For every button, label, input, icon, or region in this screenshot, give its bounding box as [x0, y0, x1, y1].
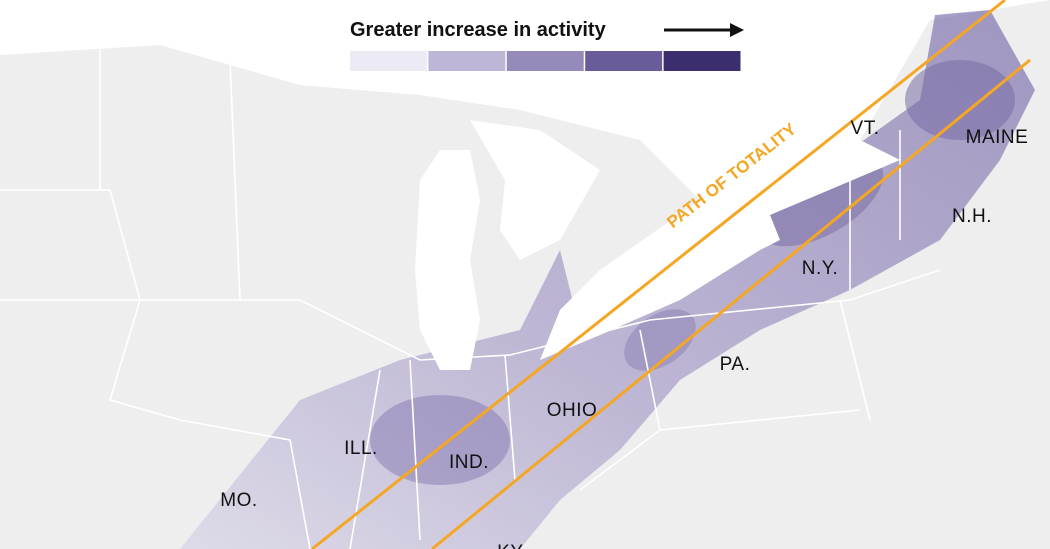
legend-swatch: [428, 51, 506, 71]
legend-swatch: [350, 51, 427, 71]
activity-hotspot: [624, 309, 696, 371]
state-label: N.H.: [952, 206, 992, 227]
legend-swatch: [506, 51, 584, 71]
activity-hotspot: [370, 395, 510, 485]
path-edge: [431, 58, 1031, 549]
activity-hotspot: [905, 60, 1015, 140]
lake-huron: [470, 120, 600, 260]
state-label: IND.: [449, 452, 489, 473]
state-label: ILL.: [344, 438, 378, 459]
border: [0, 189, 311, 549]
lake-michigan: [415, 150, 480, 370]
lake-erie-ontario: [540, 140, 900, 360]
state-label: N.Y.: [802, 258, 839, 279]
state-label: MO.: [220, 490, 257, 511]
state-label: KY.: [497, 542, 527, 549]
legend-title: Greater increase in activity: [350, 19, 607, 41]
path-edge: [311, 0, 1006, 549]
legend-arrowhead: [730, 23, 744, 37]
state-borders: [0, 40, 941, 549]
activity: [180, 10, 1035, 549]
state-label: MAINE: [966, 127, 1029, 148]
state-label: OHIO: [547, 400, 598, 421]
state-label: PA.: [720, 354, 751, 375]
activity-band: [180, 10, 1035, 549]
border: [99, 40, 861, 549]
border: [0, 269, 941, 361]
legend: [350, 51, 741, 71]
legend-swatch: [585, 51, 663, 71]
state-labels: VT. MAINE N.H. N.Y. PA. OHIO ILL. IND. MO. KY.: [220, 118, 1028, 549]
state-label: VT.: [851, 118, 880, 139]
legend-swatch: [663, 51, 741, 71]
